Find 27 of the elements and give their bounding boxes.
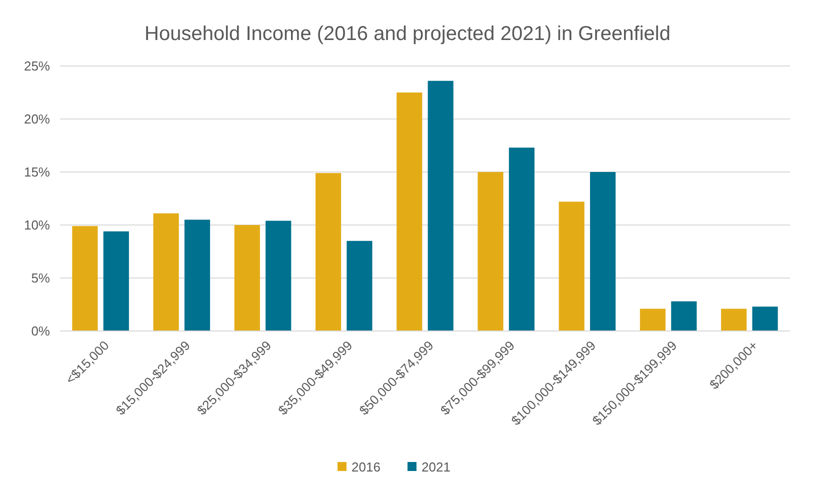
bar [266,220,292,331]
bar [508,148,534,331]
y-tick-label: 10% [24,218,50,233]
bar [478,172,504,331]
bar [72,226,98,331]
y-tick-label: 25% [24,58,50,74]
bar [640,308,666,331]
bar [671,301,697,331]
y-tick-label: 20% [24,112,50,127]
bar [103,231,129,331]
bar [396,92,422,331]
bar [346,240,372,331]
bar [428,80,454,331]
chart-title: Household Income (2016 and projected 2021) in Greenfield [144,23,670,45]
bar [721,308,747,331]
legend-label: 2021 [422,460,450,475]
bar [153,213,179,331]
bar [184,220,210,331]
y-tick-label: 0% [31,324,50,339]
legend-label: 2016 [352,460,380,475]
bar [590,172,616,331]
bar [558,202,584,331]
y-tick-label: 5% [31,270,50,286]
y-tick-label: 15% [24,164,50,180]
bar [234,225,260,331]
bar [316,173,342,331]
bar [752,306,778,331]
